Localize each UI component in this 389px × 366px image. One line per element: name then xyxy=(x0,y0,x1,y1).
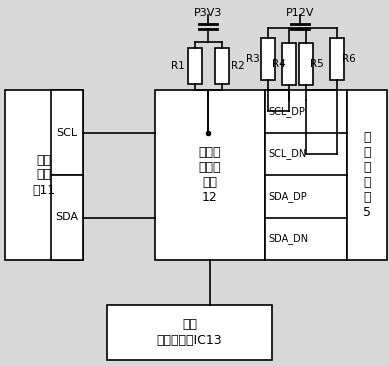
Bar xyxy=(261,38,275,80)
Bar xyxy=(188,48,202,84)
Text: SCL_DN: SCL_DN xyxy=(268,148,306,159)
Bar xyxy=(347,90,387,260)
Bar xyxy=(51,90,83,175)
Text: P3V3: P3V3 xyxy=(194,8,222,18)
Text: R6: R6 xyxy=(342,54,356,64)
Text: R4: R4 xyxy=(272,59,286,69)
Text: R3: R3 xyxy=(246,54,260,64)
Text: SCL_DP: SCL_DP xyxy=(268,106,305,117)
Text: 服
务
器
节
点
5: 服 务 器 节 点 5 xyxy=(363,131,371,219)
Text: SDA: SDA xyxy=(56,213,79,223)
Bar xyxy=(107,305,272,360)
Text: P12V: P12V xyxy=(286,8,314,18)
Text: 第一热
插拔缓
冲器
12: 第一热 插拔缓 冲器 12 xyxy=(199,146,221,204)
Bar xyxy=(155,90,265,260)
Text: 第一
热插拔控制IC13: 第一 热插拔控制IC13 xyxy=(157,318,222,347)
Text: R5: R5 xyxy=(310,59,324,69)
Text: 中央
处理
器11: 中央 处理 器11 xyxy=(32,153,56,197)
Text: R1: R1 xyxy=(171,61,185,71)
Text: R2: R2 xyxy=(231,61,245,71)
Bar xyxy=(215,48,229,84)
Bar xyxy=(282,43,296,85)
Text: SCL: SCL xyxy=(56,127,77,138)
Bar xyxy=(299,43,313,85)
Bar xyxy=(51,175,83,260)
Bar xyxy=(265,90,347,260)
Text: SDA_DP: SDA_DP xyxy=(268,191,307,202)
Text: SDA_DN: SDA_DN xyxy=(268,233,308,244)
Bar xyxy=(5,90,83,260)
Bar xyxy=(330,38,344,80)
